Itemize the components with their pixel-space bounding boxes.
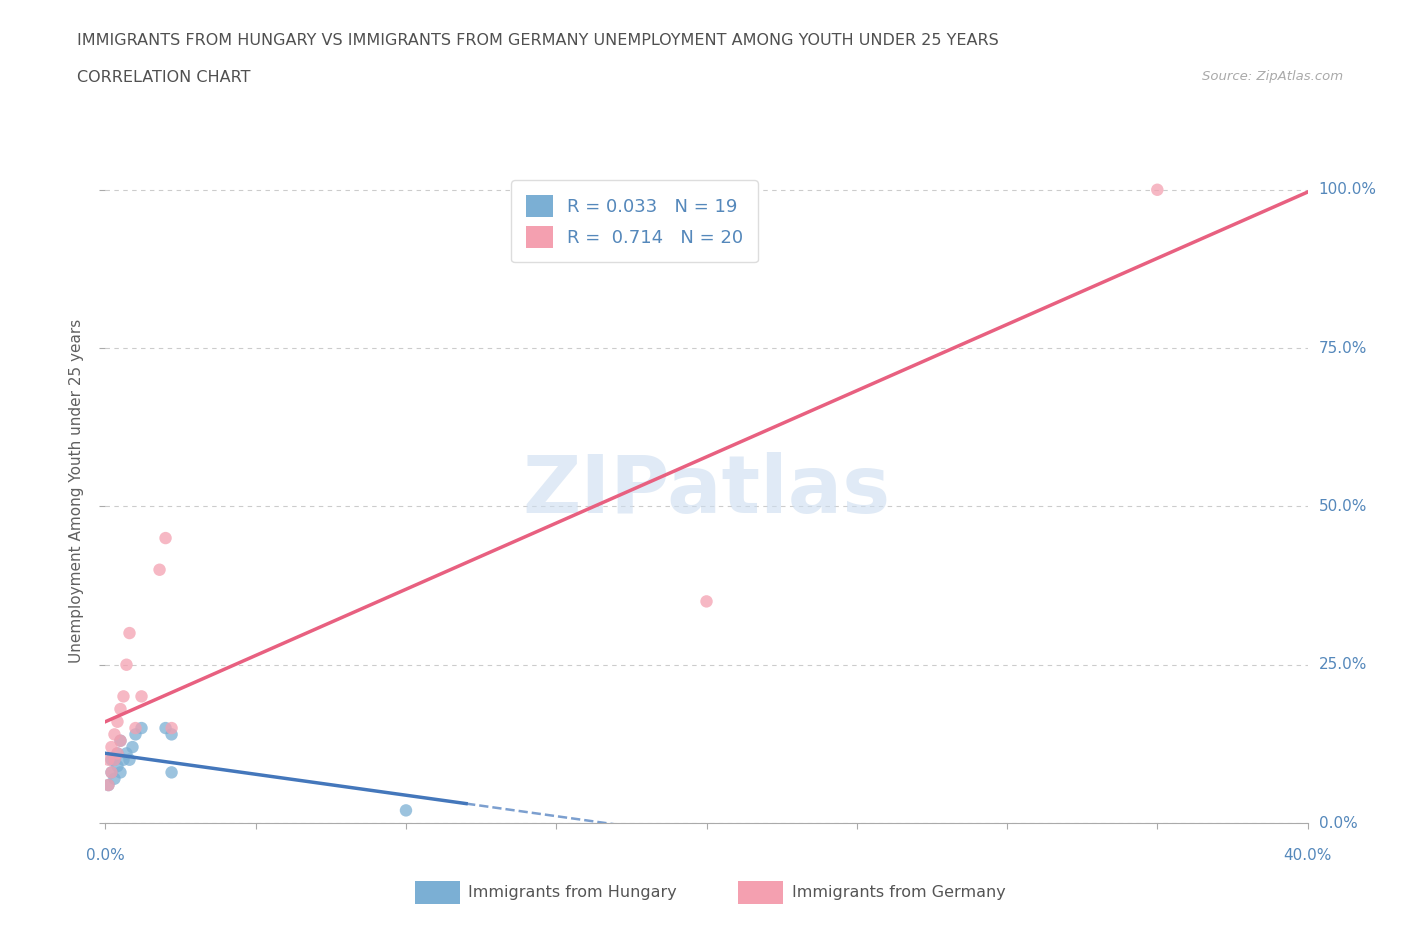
Text: Immigrants from Germany: Immigrants from Germany	[792, 885, 1005, 900]
Point	[131, 721, 153, 736]
Text: 50.0%: 50.0%	[1319, 498, 1367, 514]
Text: 40.0%: 40.0%	[1284, 848, 1331, 863]
Point	[112, 752, 135, 767]
Text: 0.0%: 0.0%	[86, 848, 125, 863]
Text: Immigrants from Hungary: Immigrants from Hungary	[468, 885, 676, 900]
Point	[148, 563, 170, 578]
Text: IMMIGRANTS FROM HUNGARY VS IMMIGRANTS FROM GERMANY UNEMPLOYMENT AMONG YOUTH UNDE: IMMIGRANTS FROM HUNGARY VS IMMIGRANTS FR…	[77, 33, 1000, 47]
Point	[103, 752, 125, 767]
Point	[124, 727, 146, 742]
Point	[131, 689, 153, 704]
Point	[100, 752, 122, 767]
Text: 25.0%: 25.0%	[1319, 658, 1367, 672]
Point	[395, 803, 418, 817]
Point	[97, 777, 120, 792]
Point	[115, 746, 138, 761]
Point	[107, 714, 129, 729]
Point	[160, 765, 183, 780]
Text: ZIPatlas: ZIPatlas	[523, 452, 890, 529]
Point	[100, 765, 122, 780]
Point	[100, 765, 122, 780]
Text: 0.0%: 0.0%	[1319, 816, 1357, 830]
Point	[97, 777, 120, 792]
Point	[110, 701, 132, 716]
Point	[112, 689, 135, 704]
Point	[1146, 182, 1168, 197]
Point	[160, 721, 183, 736]
Point	[107, 746, 129, 761]
Point	[155, 531, 177, 546]
Point	[97, 752, 120, 767]
Point	[100, 739, 122, 754]
Point	[103, 771, 125, 786]
Point	[696, 594, 718, 609]
Text: Source: ZipAtlas.com: Source: ZipAtlas.com	[1202, 70, 1343, 83]
Point	[103, 752, 125, 767]
Point	[118, 626, 141, 641]
Point	[124, 721, 146, 736]
Legend: R = 0.033   N = 19, R =  0.714   N = 20: R = 0.033 N = 19, R = 0.714 N = 20	[512, 180, 758, 262]
Point	[110, 765, 132, 780]
Point	[115, 658, 138, 672]
Point	[110, 733, 132, 748]
Point	[118, 752, 141, 767]
Point	[107, 746, 129, 761]
Point	[110, 733, 132, 748]
Point	[121, 739, 143, 754]
Text: 100.0%: 100.0%	[1319, 182, 1376, 197]
Text: 75.0%: 75.0%	[1319, 340, 1367, 355]
Y-axis label: Unemployment Among Youth under 25 years: Unemployment Among Youth under 25 years	[69, 318, 84, 663]
Point	[155, 721, 177, 736]
Point	[107, 759, 129, 774]
Text: CORRELATION CHART: CORRELATION CHART	[77, 70, 250, 85]
Point	[160, 727, 183, 742]
Point	[103, 727, 125, 742]
